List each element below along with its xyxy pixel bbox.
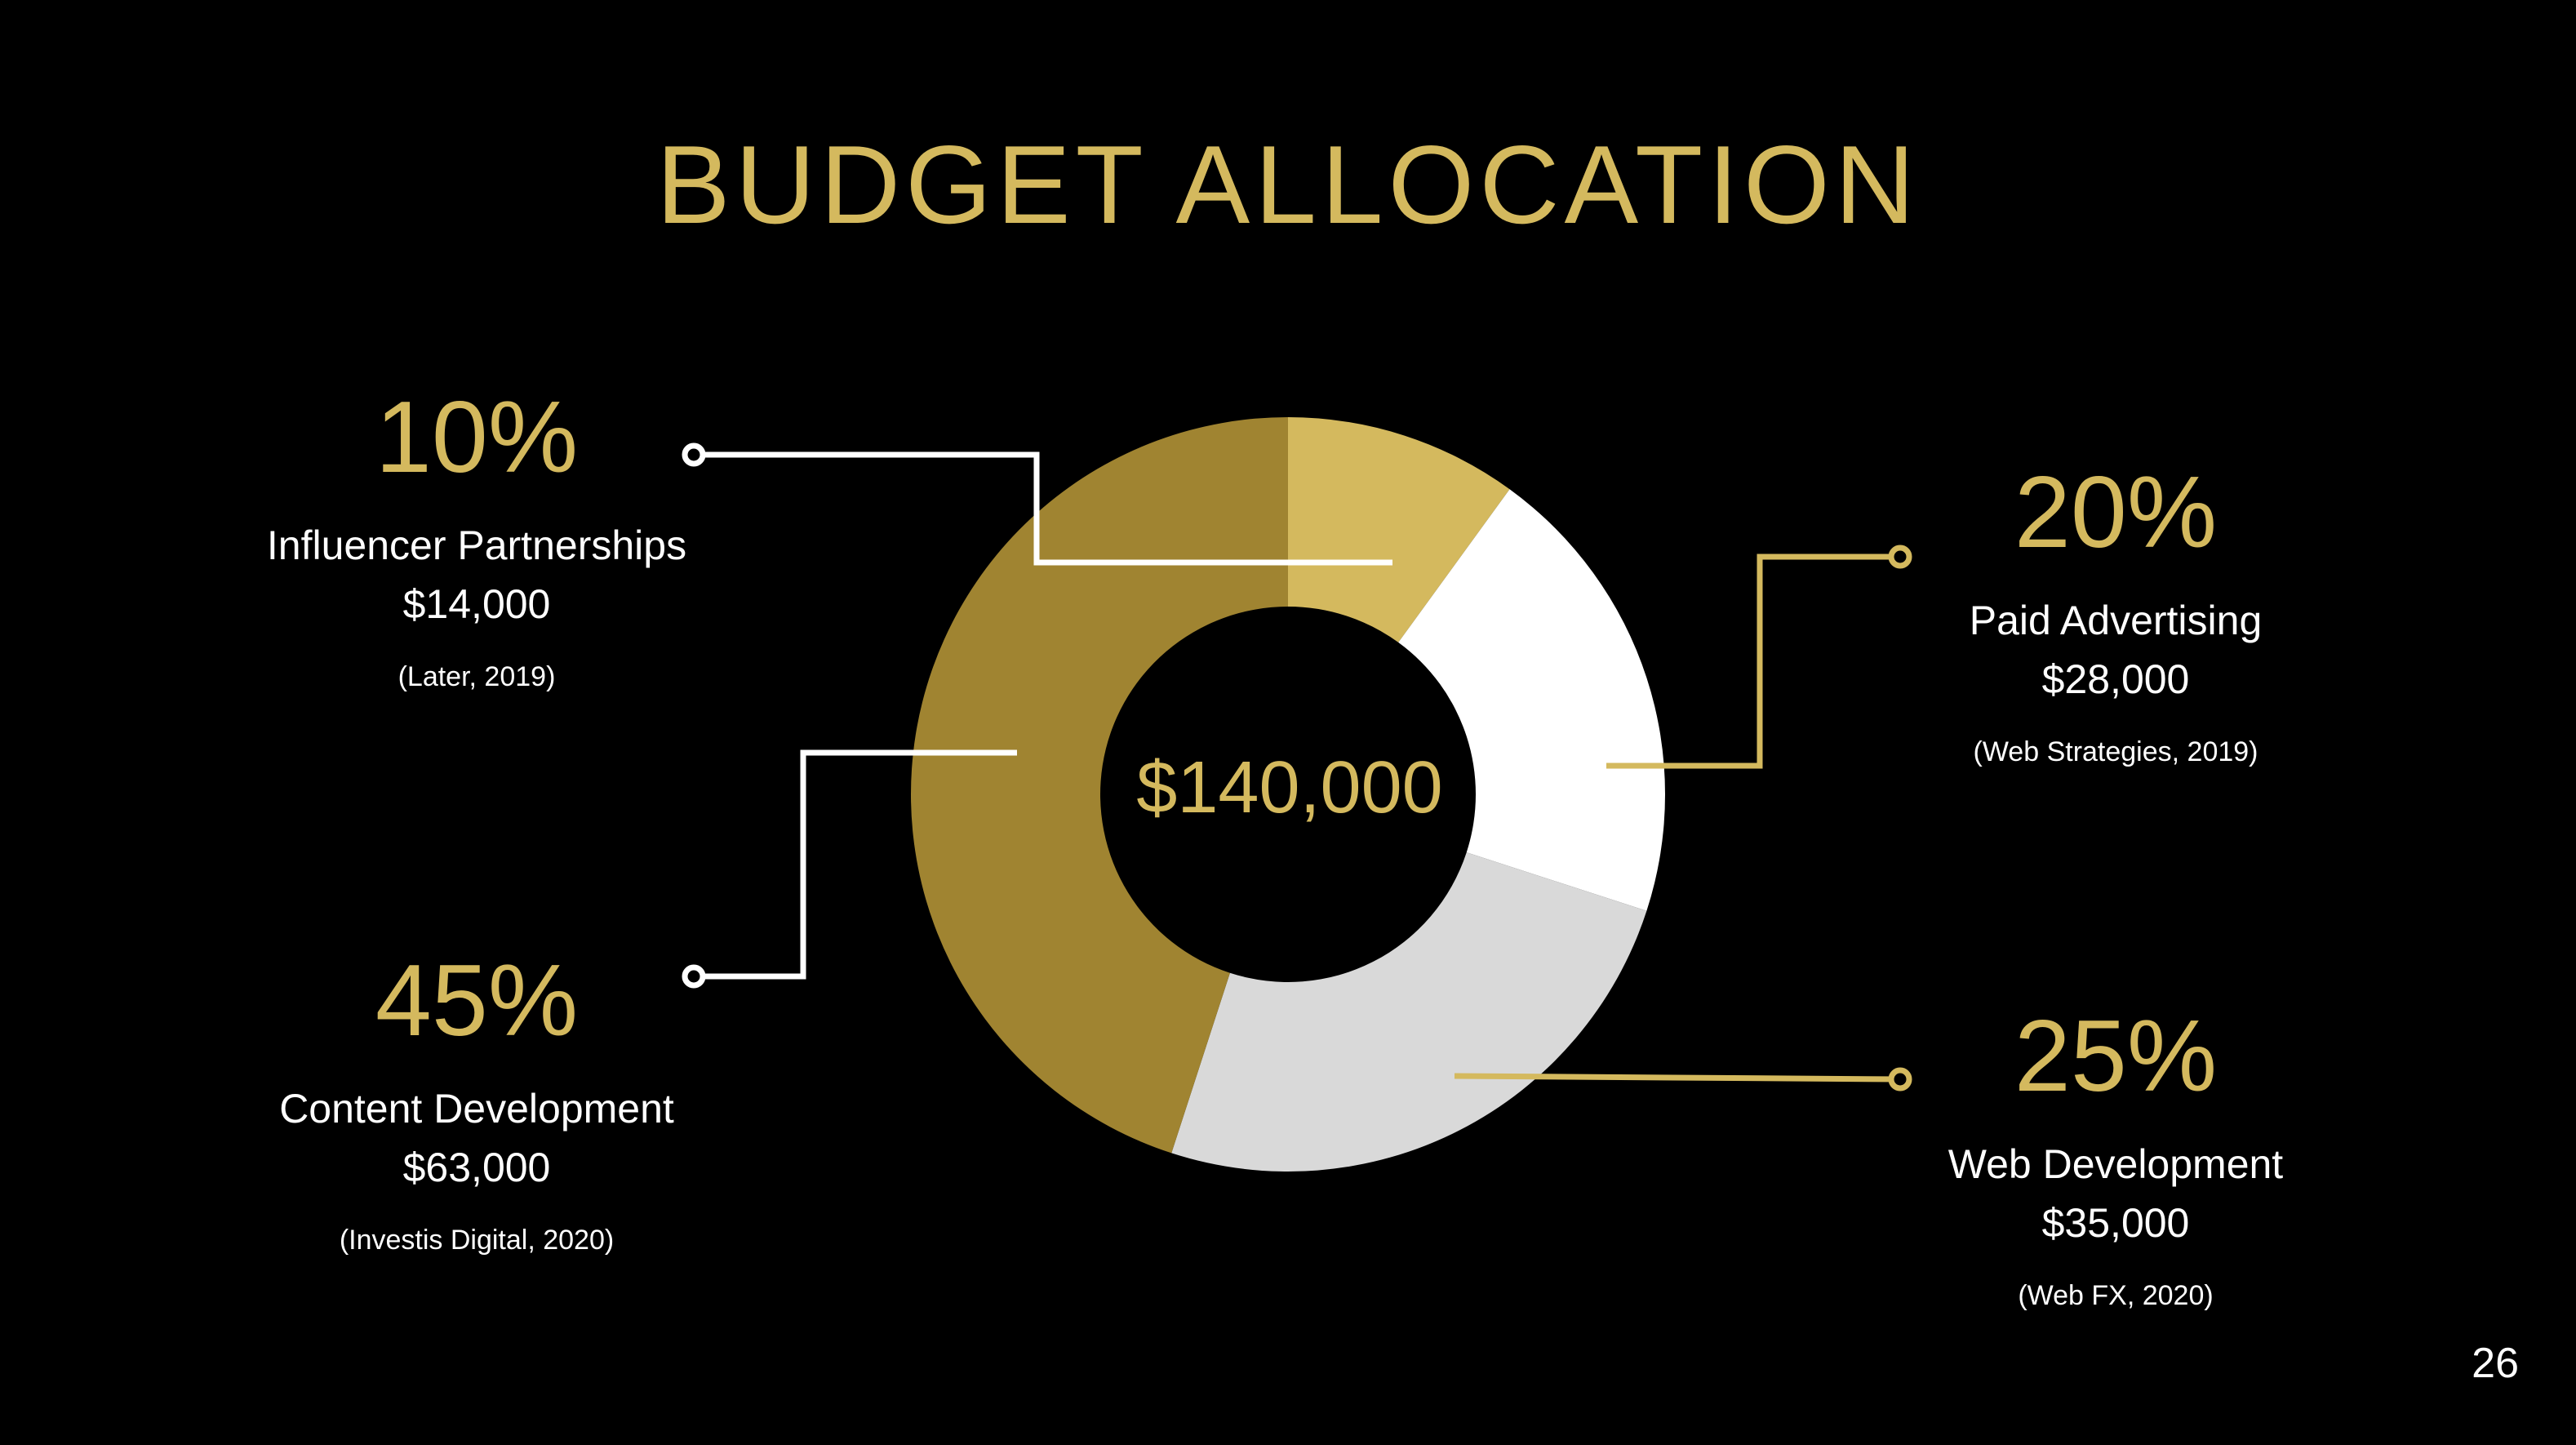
connector-dot-web-dev <box>1888 1067 1912 1092</box>
category-label-influencer: Influencer Partnerships $14,000 <box>191 516 762 634</box>
connector-dot-content <box>682 964 706 989</box>
label-block-web-dev: 25% Web Development $35,000 (Web FX, 202… <box>1830 1006 2401 1312</box>
label-block-content: 45% Content Development $63,000 (Investi… <box>191 950 762 1256</box>
donut-center-total: $140,000 <box>1136 747 1443 829</box>
connector-influencer <box>694 451 1392 566</box>
slice-content <box>911 416 1288 1154</box>
slice-web-dev <box>1171 852 1647 1172</box>
category-value-paid-ads: $28,000 <box>2041 656 2190 702</box>
category-name-content: Content Development <box>279 1086 674 1132</box>
label-block-influencer: 10% Influencer Partnerships $14,000 (Lat… <box>191 387 762 693</box>
percent-label-content: 45% <box>375 945 579 1057</box>
category-value-content: $63,000 <box>402 1145 551 1190</box>
slice-paid-ads <box>1398 489 1665 911</box>
connector-content <box>694 749 1017 980</box>
category-name-paid-ads: Paid Advertising <box>1969 598 2263 643</box>
category-value-influencer: $14,000 <box>402 581 551 627</box>
source-paid-ads: (Web Strategies, 2019) <box>1973 736 2258 767</box>
percent-label-web-dev: 25% <box>2014 1000 2218 1113</box>
source-web-dev: (Web FX, 2020) <box>2018 1280 2214 1311</box>
percent-label-influencer: 10% <box>375 381 579 494</box>
category-value-web-dev: $35,000 <box>2041 1200 2190 1246</box>
slice-influencer <box>1288 417 1510 642</box>
source-content: (Investis Digital, 2020) <box>339 1225 615 1256</box>
category-label-web-dev: Web Development $35,000 <box>1830 1135 2401 1252</box>
connector-web-dev <box>1454 1073 1901 1083</box>
connector-dot-paid-ads <box>1888 545 1912 569</box>
category-name-web-dev: Web Development <box>1948 1141 2284 1187</box>
category-label-paid-ads: Paid Advertising $28,000 <box>1830 591 2401 709</box>
connector-dot-influencer <box>682 442 706 467</box>
percent-label-paid-ads: 20% <box>2014 456 2218 569</box>
label-block-paid-ads: 20% Paid Advertising $28,000 (Web Strate… <box>1830 462 2401 768</box>
connector-lines <box>682 442 1912 1092</box>
category-name-influencer: Influencer Partnerships <box>266 522 687 568</box>
page-number: 26 <box>2472 1340 2519 1387</box>
connector-paid-ads <box>1606 554 1900 769</box>
category-label-content: Content Development $63,000 <box>191 1079 762 1197</box>
donut-slices <box>911 416 1665 1172</box>
source-influencer: (Later, 2019) <box>398 661 556 692</box>
slide-title: BUDGET ALLOCATION <box>656 122 1920 247</box>
